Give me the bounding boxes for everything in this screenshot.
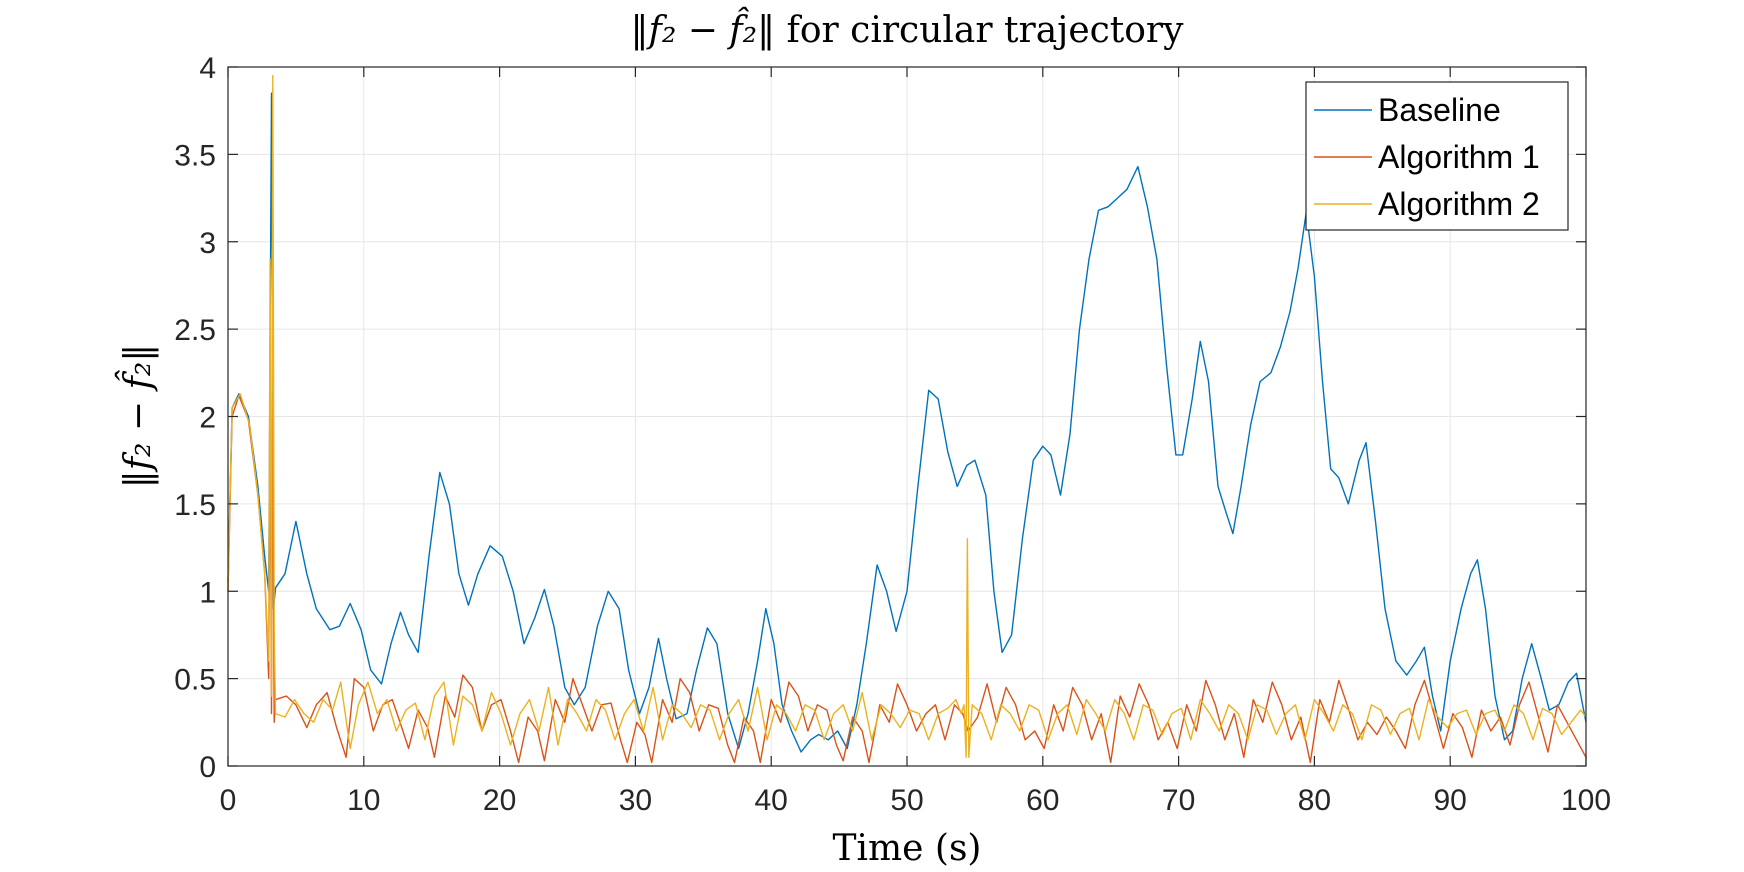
- x-tick-label: 70: [1162, 784, 1195, 817]
- y-axis-ticks: 0 0.5 1 1.5 2 2.5 3 3.5 4: [174, 52, 1586, 784]
- y-tick-label: 3: [199, 227, 216, 260]
- legend-label: Baseline: [1378, 92, 1501, 128]
- y-tick-label: 3.5: [174, 139, 216, 172]
- chart-title-text: for circular trajectory: [775, 10, 1184, 51]
- x-axis-label: Time (s): [833, 828, 982, 869]
- x-tick-label: 0: [220, 784, 237, 817]
- x-tick-label: 40: [755, 784, 788, 817]
- legend-box: [1305, 81, 1569, 231]
- chart-title-math: ‖f₂ − f̂₂‖: [631, 7, 776, 51]
- x-tick-label: 20: [483, 784, 516, 817]
- y-tick-label: 0: [199, 751, 216, 784]
- series-line-baseline: [227, 92, 1587, 753]
- y-tick-label: 2: [199, 402, 216, 435]
- y-tick-label: 2.5: [174, 314, 216, 347]
- x-tick-label: 30: [619, 784, 652, 817]
- series-layer: [227, 75, 1587, 764]
- legend-label: Algorithm 2: [1378, 186, 1540, 222]
- y-tick-label: 1.5: [174, 489, 216, 522]
- x-tick-label: 100: [1561, 784, 1611, 817]
- x-tick-label: 50: [890, 784, 923, 817]
- x-tick-label: 90: [1434, 784, 1467, 817]
- x-axis-ticks: 0 10 20 30 40 50 60 70 80 90 100: [220, 67, 1611, 817]
- legend: Baseline Algorithm 1 Algorithm 2: [1305, 81, 1569, 231]
- series-line-algorithm-2: [227, 75, 1587, 758]
- y-tick-label: 0.5: [174, 664, 216, 697]
- y-tick-label: 4: [199, 52, 216, 85]
- legend-label: Algorithm 1: [1378, 139, 1540, 175]
- x-tick-label: 80: [1298, 784, 1331, 817]
- x-tick-label: 60: [1026, 784, 1059, 817]
- series-line-algorithm-1: [227, 394, 1587, 764]
- chart-title: ‖f₂ − f̂₂‖ for circular trajectory: [631, 7, 1185, 51]
- x-tick-label: 10: [347, 784, 380, 817]
- y-axis-label: ‖f₂ − f̂₂‖: [115, 344, 159, 489]
- y-tick-label: 1: [199, 576, 216, 609]
